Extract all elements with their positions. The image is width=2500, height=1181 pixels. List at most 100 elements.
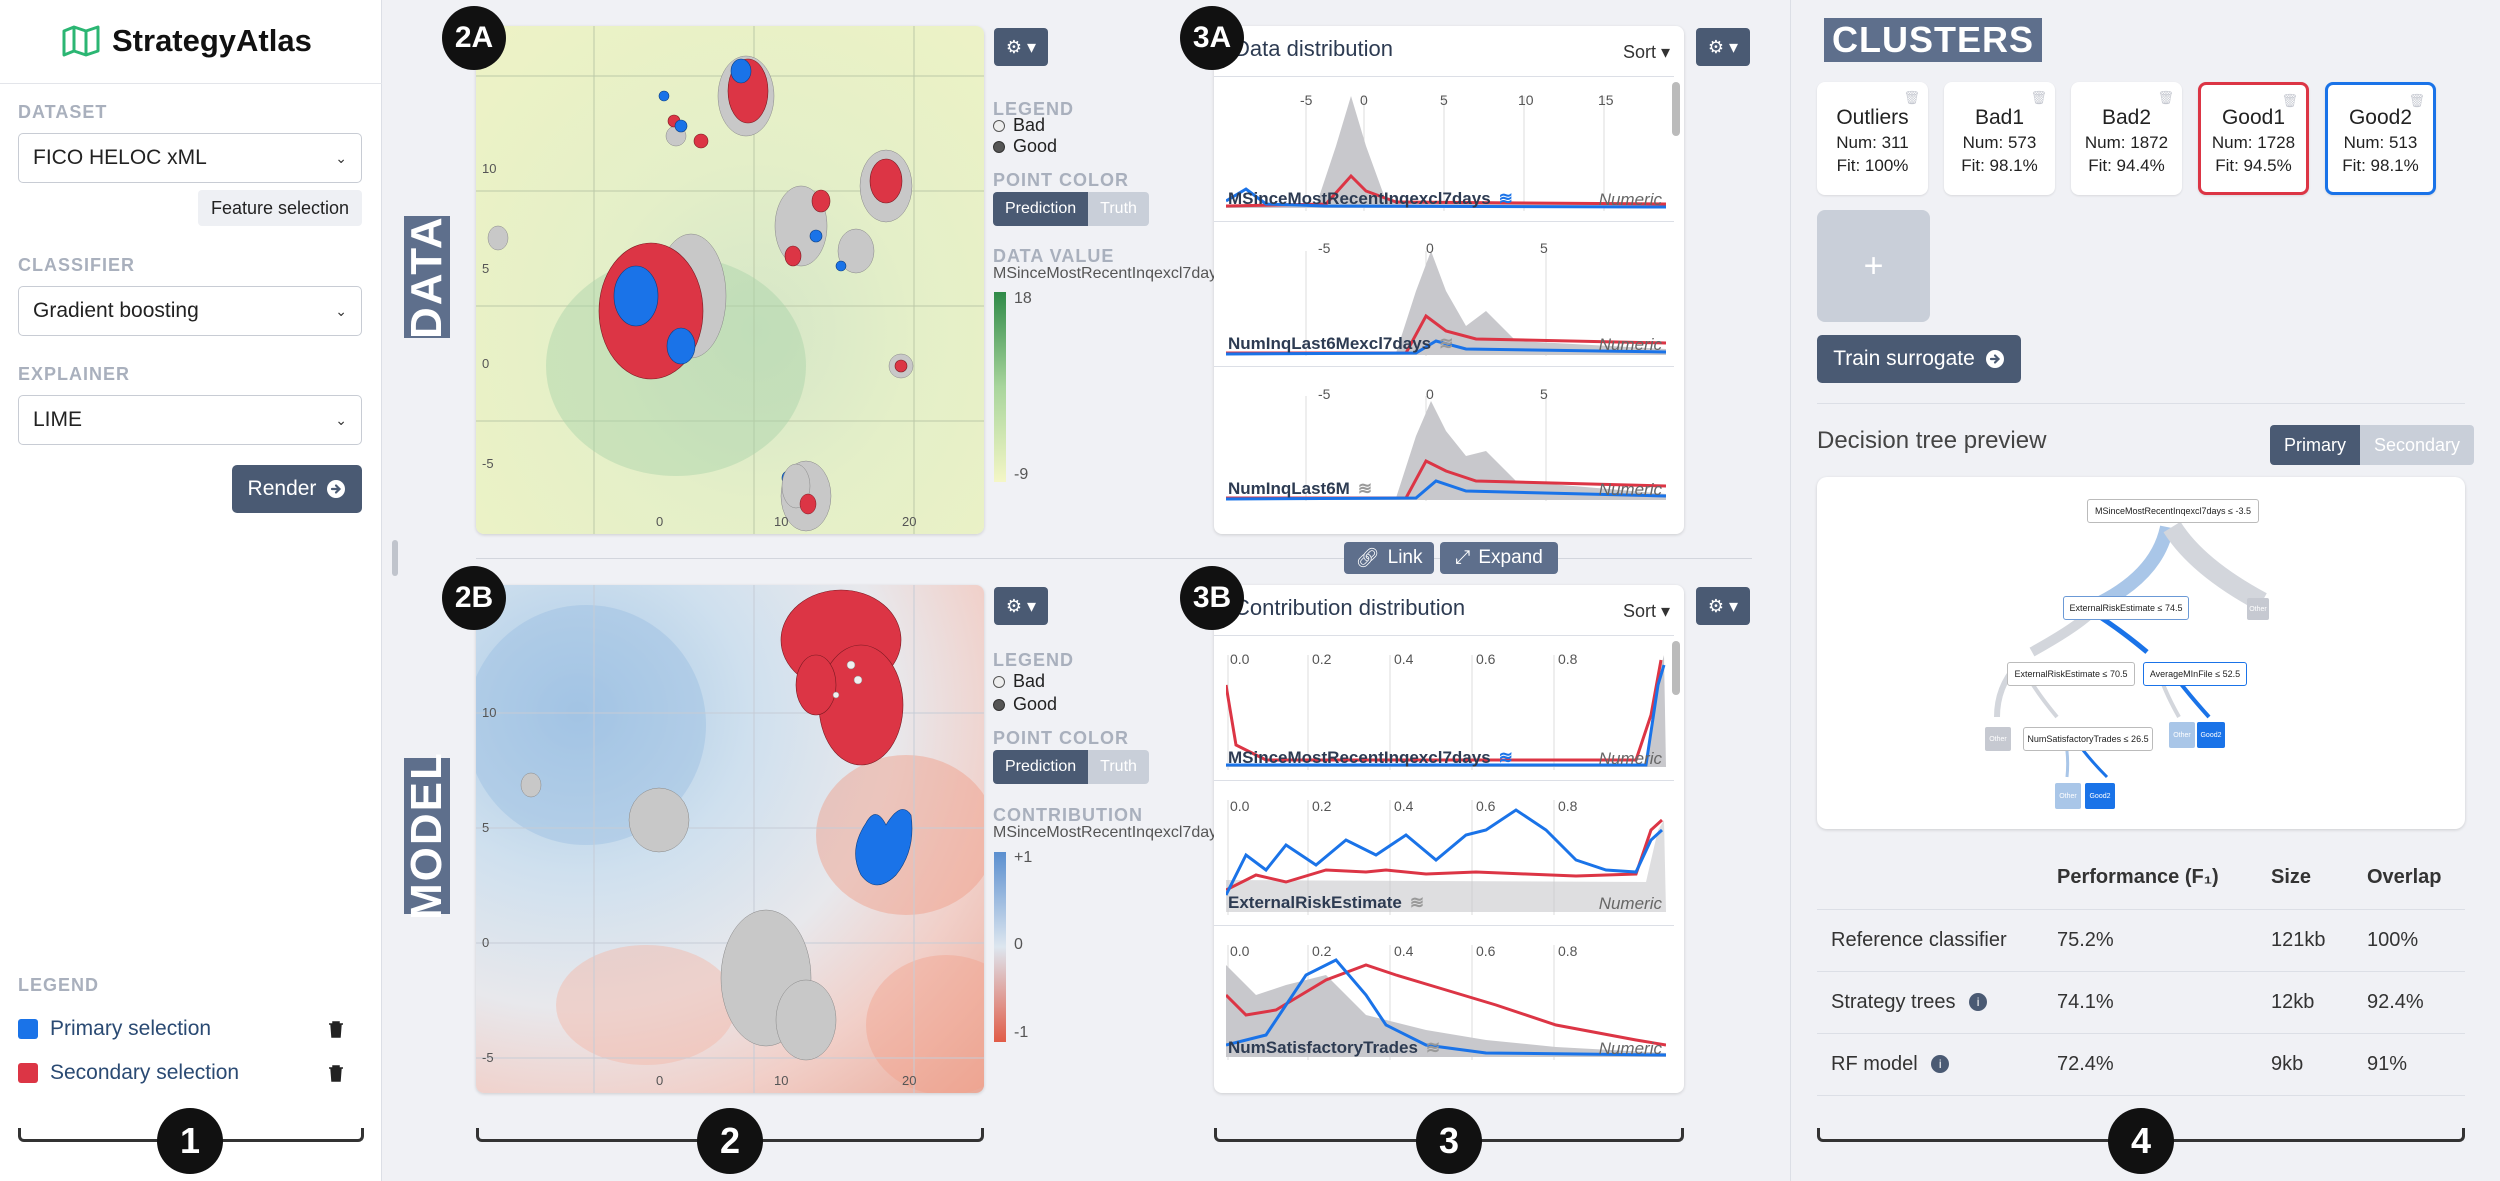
prediction-toggle[interactable]: Prediction: [993, 192, 1089, 226]
prediction-toggle[interactable]: Prediction: [993, 750, 1089, 784]
tick-label: 5: [1540, 386, 1548, 402]
classifier-select[interactable]: Gradient boosting ⌄: [18, 286, 362, 336]
size-value: 12kb: [2271, 971, 2367, 1034]
truth-toggle[interactable]: Truth: [1088, 192, 1149, 226]
model-projection-map[interactable]: 10 5 0 -5 0 10 20: [476, 585, 984, 1093]
divider: [1817, 403, 2465, 404]
feature-type: Numeric: [1598, 749, 1662, 768]
tree-node[interactable]: AverageMInFile ≤ 52.5: [2143, 662, 2247, 686]
sort-label: Sort: [1622, 601, 1656, 621]
chevron-down-icon: ⌄: [335, 149, 347, 166]
tree-leaf-other[interactable]: Other: [2055, 783, 2081, 809]
cluster-card-selected-primary[interactable]: 🗑︎ Good2 Num: 513 Fit: 98.1%: [2325, 82, 2436, 195]
tick-label: 0: [1426, 386, 1434, 402]
feature-type: Numeric: [1598, 335, 1662, 354]
tree-leaf-good2[interactable]: Good2: [2085, 783, 2115, 809]
tree-node-root[interactable]: MSinceMostRecentInqexcl7days ≤ -3.5: [2087, 499, 2259, 523]
point-color-label: POINT COLOR: [993, 728, 1129, 748]
tree-leaf-good2[interactable]: Good2: [2197, 722, 2225, 748]
legend-good: Good: [993, 694, 1057, 715]
map-settings-button[interactable]: ⚙ ▾: [994, 28, 1048, 66]
sort-dropdown[interactable]: Sort ▾: [1622, 601, 1670, 621]
model-view-label: MODEL: [402, 751, 451, 921]
x-tick: 0: [656, 1073, 664, 1088]
trash-icon[interactable]: 🗑︎: [2030, 90, 2047, 105]
divider: [1214, 780, 1674, 781]
cluster-fit: Fit: 98.1%: [1961, 156, 2038, 175]
tree-node[interactable]: NumSatisfactoryTrades ≤ 26.5: [2023, 727, 2153, 751]
primary-toggle[interactable]: Primary: [2270, 425, 2360, 465]
trash-icon[interactable]: 🗑︎: [1903, 90, 1920, 105]
dataset-select[interactable]: FICO HELOC xML ⌄: [18, 133, 362, 183]
resize-handle[interactable]: [392, 540, 398, 576]
overlap-value: 100%: [2367, 909, 2465, 972]
info-icon[interactable]: i: [1931, 1055, 1950, 1074]
tree-leaf-other[interactable]: Other: [1985, 727, 2011, 751]
perf-value: 74.1%: [2057, 971, 2271, 1034]
data-projection-map[interactable]: 15 10 5 0 -5 0 10 20: [476, 26, 984, 534]
expand-button[interactable]: ⤢ Expand: [1440, 542, 1558, 574]
trash-icon[interactable]: 🗑︎: [2408, 93, 2425, 108]
cluster-card[interactable]: 🗑︎ Bad1 Num: 573 Fit: 98.1%: [1944, 82, 2055, 195]
scale-label: CONTRIBUTION: [993, 805, 1143, 825]
feature-selection-button[interactable]: Feature selection: [198, 190, 362, 226]
dist-chart: [1226, 251, 1666, 356]
secondary-toggle[interactable]: Secondary: [2360, 425, 2475, 465]
sort-dropdown[interactable]: Sort ▾: [1622, 42, 1670, 62]
gear-icon: ⚙ ▾: [1005, 595, 1037, 616]
add-cluster-button[interactable]: +: [1817, 210, 1930, 322]
feature-name: NumInqLast6Mexcl7days: [1228, 334, 1432, 353]
scale-label: DATA VALUE: [993, 246, 1115, 266]
tree-leaf-other[interactable]: Other: [2169, 722, 2195, 748]
info-icon[interactable]: i: [1969, 993, 1988, 1012]
truth-toggle[interactable]: Truth: [1088, 750, 1149, 784]
map-settings-button[interactable]: ⚙ ▾: [994, 587, 1048, 625]
table-row: Strategy trees i 74.1% 12kb 92.4%: [1817, 971, 2465, 1034]
clear-secondary-button[interactable]: [320, 1057, 352, 1089]
sidebar: StrategyAtlas DATASET FICO HELOC xML ⌄ F…: [0, 0, 382, 1181]
tick-label: 0.6: [1476, 943, 1496, 959]
dist-settings-button[interactable]: ⚙ ▾: [1696, 28, 1750, 66]
classifier-label: CLASSIFIER: [18, 255, 136, 275]
legend-secondary-label: Secondary selection: [50, 1061, 240, 1084]
trash-icon[interactable]: 🗑︎: [2281, 93, 2298, 108]
data-distribution-panel: Data distribution Sort ▾ -5 0 5 10 15 MS…: [1214, 26, 1684, 534]
render-label: Render: [247, 477, 317, 500]
cluster-card-selected-secondary[interactable]: 🗑︎ Good1 Num: 1728 Fit: 94.5%: [2198, 82, 2309, 195]
section-number-2: 2: [697, 1108, 763, 1174]
train-surrogate-button[interactable]: Train surrogate: [1817, 335, 2021, 383]
feature-type: Numeric: [1598, 480, 1662, 499]
trash-icon[interactable]: 🗑︎: [2157, 90, 2174, 105]
feature-label: NumInqLast6Mexcl7days ≋: [1228, 334, 1453, 354]
tree-leaf-other[interactable]: Other: [2247, 598, 2269, 620]
scrollbar[interactable]: [1672, 82, 1680, 136]
y-tick: 10: [482, 705, 497, 720]
render-button[interactable]: Render: [232, 465, 362, 513]
dist-chart: [1226, 396, 1666, 501]
gear-icon: ⚙ ▾: [1707, 36, 1739, 57]
cluster-card[interactable]: 🗑︎ Bad2 Num: 1872 Fit: 94.4%: [2071, 82, 2182, 195]
scrollbar[interactable]: [1672, 641, 1680, 695]
cluster-fit: Fit: 94.4%: [2088, 156, 2165, 175]
model-name-cell: RF model i: [1817, 1033, 2057, 1096]
good-dot-icon: [993, 140, 1005, 153]
header-cell: [1817, 847, 2057, 910]
feature-name: NumInqLast6M: [1228, 479, 1350, 498]
header-cell: Size: [2271, 847, 2367, 910]
link-label: Link: [1387, 547, 1423, 568]
table-header: Performance (F₁) Size Overlap: [1817, 847, 2465, 910]
tree-node[interactable]: ExternalRiskEstimate ≤ 70.5: [2007, 662, 2135, 686]
tree-node[interactable]: ExternalRiskEstimate ≤ 74.5: [2063, 596, 2189, 620]
y-tick: 10: [482, 161, 497, 176]
tick-label: -5: [1318, 386, 1331, 402]
clear-primary-button[interactable]: [320, 1013, 352, 1045]
perf-value: 75.2%: [2057, 909, 2271, 972]
explainer-select[interactable]: LIME ⌄: [18, 395, 362, 445]
cluster-card[interactable]: 🗑︎ Outliers Num: 311 Fit: 100%: [1817, 82, 1928, 195]
tick-label: 0.6: [1476, 651, 1496, 667]
dist-settings-button[interactable]: ⚙ ▾: [1696, 587, 1750, 625]
feature-name: MSinceMostRecentInqexcl7days: [1228, 189, 1491, 208]
gear-icon: ⚙ ▾: [1005, 36, 1037, 57]
overlap-value: 92.4%: [2367, 971, 2465, 1034]
link-button[interactable]: 🔗︎ Link: [1344, 542, 1434, 574]
